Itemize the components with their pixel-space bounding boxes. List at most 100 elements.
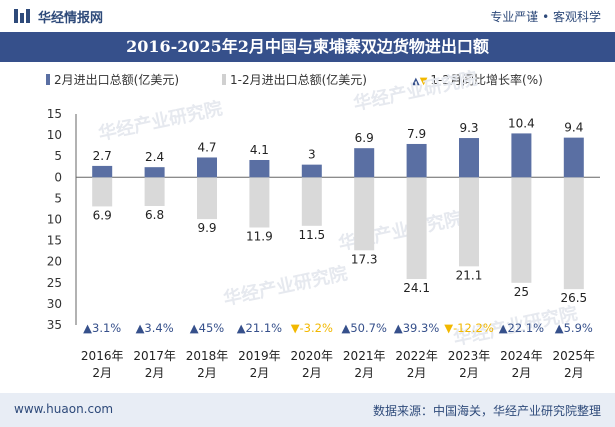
legend-item-growth: ▲▼ 1-2月同比增长率(%): [412, 71, 543, 88]
bar-monthly: [406, 143, 427, 178]
y-tick-label: 15: [47, 234, 62, 248]
data-label-cumulative: 11.5: [298, 228, 325, 242]
legend-item-cumulative: 1-2月进出口总额(亿美元): [222, 71, 367, 88]
data-label-cumulative: 25: [514, 285, 529, 299]
bar-monthly: [249, 159, 270, 178]
data-label-cumulative: 11.9: [246, 230, 273, 244]
legend-label-cumulative: 1-2月进出口总额(亿美元): [230, 73, 367, 87]
x-tick-label-year: 2018年: [186, 349, 229, 363]
x-tick-label-month: 2月: [92, 366, 112, 380]
x-tick-label-month: 2月: [197, 366, 217, 380]
footer-source: 数据来源：中国海关，华经产业研究院整理: [372, 404, 601, 418]
bar-cumulative: [301, 177, 322, 226]
y-tick-label: 10: [47, 128, 62, 142]
x-tick-label-year: 2022年: [395, 349, 438, 363]
y-tick-label: 5: [54, 191, 62, 205]
footer-website: www.huaon.com: [14, 402, 114, 416]
data-label-cumulative: 6.8: [145, 208, 164, 222]
growth-rate-label: ▼-3.2%: [291, 321, 333, 335]
growth-rate-label: ▲3.4%: [136, 321, 174, 335]
x-tick-label-month: 2月: [302, 366, 322, 380]
x-tick-label-year: 2023年: [448, 349, 491, 363]
data-label-monthly: 10.4: [508, 116, 535, 130]
data-label-monthly: 9.3: [459, 121, 478, 135]
bar-cumulative: [144, 177, 165, 206]
bar-monthly: [197, 157, 217, 178]
data-label-monthly: 4.1: [250, 143, 269, 157]
x-tick-label-year: 2021年: [343, 349, 386, 363]
x-tick-label-year: 2024年: [500, 349, 543, 363]
y-tick-label: 30: [47, 297, 62, 311]
x-tick-label-year: 2017年: [133, 349, 176, 363]
x-tick-label-year: 2020年: [291, 349, 334, 363]
x-tick-label-year: 2016年: [81, 349, 124, 363]
y-tick-label: 25: [47, 276, 62, 290]
data-label-cumulative: 17.3: [351, 252, 378, 266]
bar-cumulative: [92, 177, 113, 207]
y-tick-label: 0: [54, 170, 62, 184]
x-tick-label-year: 2025年: [553, 349, 596, 363]
tagline: 专业严谨 • 客观科学: [490, 10, 601, 24]
header-bar: 华经情报网 专业严谨 • 客观科学: [0, 0, 615, 30]
data-label-monthly: 4.7: [197, 140, 216, 154]
bar-cumulative: [511, 177, 532, 283]
bar-monthly: [354, 148, 375, 178]
y-tick-label: 35: [47, 318, 62, 332]
data-label-monthly: 9.4: [564, 121, 583, 135]
y-tick-label: 20: [47, 255, 62, 269]
data-label-cumulative: 9.9: [197, 221, 216, 235]
legend-swatch-blue: [46, 74, 50, 85]
growth-rate-label: ▲22.1%: [499, 321, 544, 335]
growth-rate-label: ▲39.3%: [394, 321, 439, 335]
x-tick-label-month: 2月: [145, 366, 165, 380]
growth-rate-label: ▲5.9%: [555, 321, 593, 335]
data-label-monthly: 7.9: [407, 127, 426, 141]
data-label-monthly: 2.4: [145, 150, 164, 164]
bar-cumulative: [249, 177, 270, 228]
footer-bar: www.huaon.com 数据来源：中国海关，华经产业研究院整理: [0, 393, 615, 427]
data-label-cumulative: 21.1: [456, 268, 483, 282]
bar-monthly: [301, 164, 322, 178]
chart-title: 2016-2025年2月中国与柬埔寨双边货物进出口额: [126, 37, 489, 56]
x-tick-label-month: 2月: [407, 366, 427, 380]
x-tick-label-month: 2月: [459, 366, 479, 380]
legend-item-monthly: 2月进出口总额(亿美元): [46, 71, 179, 88]
bar-cumulative: [354, 177, 375, 251]
data-label-monthly: 3: [308, 148, 316, 162]
down-triangle-icon: ▼: [419, 76, 428, 87]
bar-cumulative: [197, 177, 217, 220]
x-tick-label-year: 2019年: [238, 349, 281, 363]
bar-monthly: [144, 167, 165, 178]
bar-cumulative: [459, 177, 479, 267]
legend-label-monthly: 2月进出口总额(亿美元): [54, 73, 179, 87]
watermark-0: 华经产业研究院: [96, 97, 224, 145]
data-label-monthly: 6.9: [355, 131, 374, 145]
watermark-2: 华经产业研究院: [221, 262, 349, 310]
legend-label-growth: 1-2月同比增长率(%): [430, 73, 543, 87]
bar-cumulative: [406, 177, 427, 280]
growth-rate-label: ▼-12.2%: [444, 321, 494, 335]
data-label-monthly: 2.7: [93, 149, 112, 163]
x-tick-label-month: 2月: [512, 366, 532, 380]
x-tick-label-month: 2月: [354, 366, 374, 380]
data-label-cumulative: 24.1: [403, 281, 430, 295]
y-tick-label: 5: [54, 149, 62, 163]
watermark-1: 华经产业研究院: [351, 67, 479, 115]
x-tick-label-month: 2月: [250, 366, 270, 380]
growth-rate-label: ▲21.1%: [237, 321, 282, 335]
bar-monthly: [459, 138, 479, 178]
legend-swatch-gray: [222, 74, 226, 85]
growth-rate-label: ▲45%: [190, 321, 224, 335]
chart-area: 华经产业研究院华经产业研究院华经产业研究院华经产业研究院华经产业研究院15105…: [47, 67, 600, 380]
growth-rate-label: ▲50.7%: [342, 321, 387, 335]
bar-monthly: [511, 133, 532, 178]
x-tick-label-month: 2月: [564, 366, 584, 380]
logo-text: 华经情报网: [38, 11, 104, 26]
growth-rate-label: ▲3.1%: [83, 321, 121, 335]
title-bar: 2016-2025年2月中国与柬埔寨双边货物进出口额: [0, 32, 615, 62]
y-tick-label: 10: [47, 213, 62, 227]
y-tick-label: 15: [47, 107, 62, 121]
bar-monthly: [563, 137, 584, 178]
bar-cumulative: [563, 177, 584, 290]
logo-icon: [14, 9, 30, 23]
